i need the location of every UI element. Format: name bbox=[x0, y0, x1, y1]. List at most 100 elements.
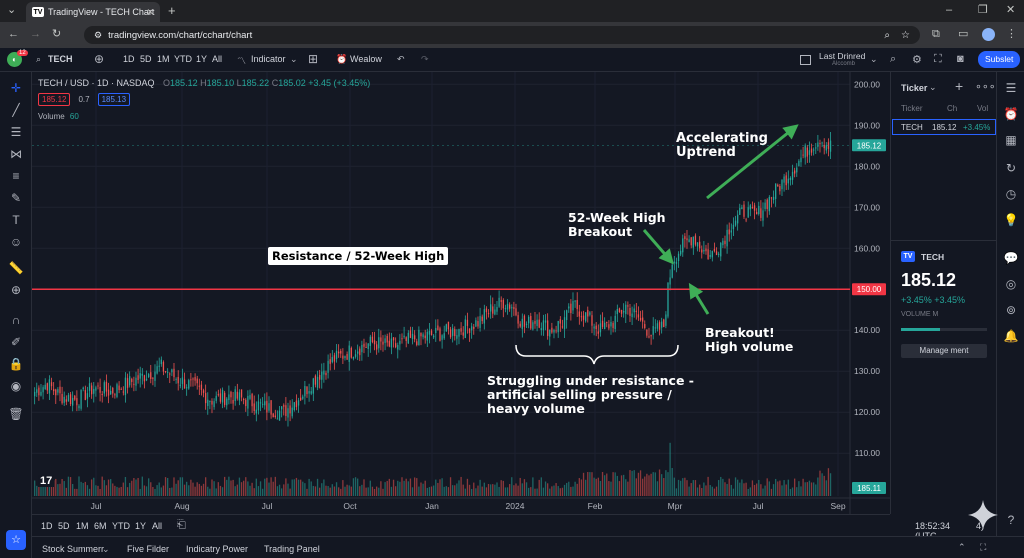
bookmark-star-icon[interactable]: ☆ bbox=[901, 29, 910, 41]
lock-drawing-icon[interactable]: ✐ bbox=[10, 335, 22, 349]
back-icon[interactable]: ← bbox=[8, 28, 19, 40]
browser-tab[interactable]: TV TradingView - TECH Chart ✕ bbox=[26, 2, 160, 22]
manage-button[interactable]: Manage ment bbox=[901, 344, 987, 358]
date-range-icon[interactable]: ⎗ bbox=[177, 519, 186, 531]
layout-name[interactable]: Last Drinred bbox=[819, 51, 866, 61]
panel-tab-stock-summary[interactable]: Stock Summerr bbox=[42, 544, 105, 554]
trash-icon[interactable]: 🗑 bbox=[8, 407, 24, 421]
close-tab-icon[interactable]: ✕ bbox=[146, 6, 154, 17]
volume-bar bbox=[568, 481, 570, 496]
zoom-icon[interactable]: ⌕ bbox=[884, 29, 890, 41]
help-icon[interactable]: ? bbox=[1007, 513, 1015, 527]
text-tool-icon[interactable]: T bbox=[12, 213, 20, 227]
ideas-bulb-icon[interactable]: 💡 bbox=[1003, 213, 1019, 227]
volume-bar bbox=[139, 488, 141, 496]
symbol-search[interactable]: TECH bbox=[48, 54, 73, 64]
restore-icon[interactable]: ❐ bbox=[978, 4, 988, 16]
close-window-icon[interactable]: ✕ bbox=[1006, 4, 1016, 16]
chart-pane[interactable]: 200.00 190.00 180.00 170.00 160.00 150.00 140.… bbox=[32, 72, 890, 514]
legend-title[interactable]: TECH / USD · 1D · NASDAQ bbox=[38, 78, 155, 88]
volume-bar bbox=[293, 479, 295, 496]
reload-icon[interactable]: ↻ bbox=[52, 28, 62, 40]
settings-gear-icon[interactable]: ⚙ bbox=[912, 54, 922, 66]
streams-icon[interactable]: ◎ bbox=[1005, 277, 1017, 291]
broadcast-icon[interactable]: ⊚ bbox=[1005, 303, 1017, 317]
hotlist-icon[interactable]: ↻ bbox=[1005, 161, 1017, 175]
panel-tab-indicatry-power[interactable]: Indicatry Power bbox=[186, 544, 249, 554]
magnet-icon[interactable]: ∩ bbox=[11, 313, 21, 327]
btf-1d[interactable]: 1D bbox=[41, 521, 53, 531]
tf-all[interactable]: All bbox=[212, 54, 223, 64]
more-icon[interactable]: ∘∘∘ bbox=[975, 81, 996, 93]
maximize-panel-icon[interactable]: ⛶ bbox=[980, 542, 987, 552]
panel-tab-trading-panel[interactable]: Trading Panel bbox=[264, 544, 320, 554]
btf-6m[interactable]: 6M bbox=[94, 521, 107, 531]
pattern-icon[interactable]: ⋈ bbox=[10, 147, 22, 161]
horizontal-lines-icon[interactable]: ☰ bbox=[10, 125, 22, 139]
btf-5d[interactable]: 5D bbox=[58, 521, 70, 531]
crosshair-icon[interactable]: ✛ bbox=[10, 81, 22, 95]
compare-symbol-icon[interactable]: ⊕ bbox=[94, 52, 105, 66]
tf-5d[interactable]: 5D bbox=[140, 54, 152, 64]
indicator-button[interactable]: Indicator bbox=[251, 54, 286, 64]
watchlist-icon[interactable]: ☰ bbox=[1005, 81, 1017, 95]
site-info-icon[interactable]: ⚙ bbox=[94, 29, 103, 40]
profile-avatar[interactable] bbox=[982, 28, 995, 41]
trend-line-icon[interactable]: ╱ bbox=[12, 103, 20, 117]
watchlist-title[interactable]: Ticker bbox=[901, 83, 928, 93]
new-tab-icon[interactable]: + bbox=[168, 3, 176, 18]
btf-1m[interactable]: 1M bbox=[76, 521, 89, 531]
calendar-icon[interactable]: ◷ bbox=[1005, 187, 1017, 201]
collapse-panel-icon[interactable]: ⌃ bbox=[958, 542, 966, 552]
btf-ytd[interactable]: YTD bbox=[112, 521, 130, 531]
alert-icon[interactable]: ⏰ bbox=[336, 54, 348, 64]
emoji-icon[interactable]: ☺ bbox=[9, 235, 23, 249]
minimize-icon[interactable]: – bbox=[946, 4, 953, 16]
tf-ytd[interactable]: YTD bbox=[174, 54, 192, 64]
url-field[interactable]: ⚙ tradingview.com/chart/cchart/chart ⌕ ☆ bbox=[84, 26, 920, 44]
chevron-down-icon[interactable]: ⌄ bbox=[290, 54, 298, 64]
camera-icon[interactable]: ◙ bbox=[957, 53, 964, 65]
redo-icon[interactable]: ↷ bbox=[421, 54, 429, 64]
chrome-menu-icon[interactable]: ⋮ bbox=[1006, 28, 1017, 40]
layout-box-icon[interactable] bbox=[800, 55, 811, 65]
chevron-down-icon[interactable]: ⌄ bbox=[7, 4, 17, 16]
volume-bar bbox=[236, 484, 238, 496]
tf-1m[interactable]: 1M bbox=[157, 54, 170, 64]
sell-button[interactable]: 185.12 bbox=[38, 93, 71, 106]
chat-icon[interactable]: 💬 bbox=[1003, 251, 1019, 265]
extensions-icon[interactable]: ⧉ bbox=[932, 28, 940, 40]
eye-icon[interactable]: ◉ bbox=[10, 379, 22, 393]
search-icon[interactable]: ⌕ bbox=[36, 54, 42, 64]
fib-icon[interactable]: ≡ bbox=[12, 169, 20, 183]
brush-icon[interactable]: ✎ bbox=[10, 191, 22, 205]
ruler-icon[interactable]: 📏 bbox=[8, 261, 24, 275]
price-chart-svg[interactable]: 200.00 190.00 180.00 170.00 160.00 150.00 140.… bbox=[32, 72, 890, 514]
panel-tab-five-filder[interactable]: Five Filder bbox=[127, 544, 170, 554]
notifications-bell-icon[interactable]: 🔔 bbox=[1003, 329, 1019, 343]
quick-search-icon[interactable]: ⌕ bbox=[890, 53, 897, 65]
chevron-down-icon[interactable]: ⌄ bbox=[102, 544, 110, 554]
tf-1y[interactable]: 1Y bbox=[196, 54, 208, 64]
fullscreen-icon[interactable]: ⛶ bbox=[934, 53, 942, 65]
publish-button[interactable]: Subslet bbox=[978, 51, 1021, 68]
buy-button[interactable]: 185.13 bbox=[97, 93, 131, 106]
add-symbol-icon[interactable]: + bbox=[955, 78, 964, 94]
sidebar-icon[interactable]: ▭ bbox=[958, 28, 969, 40]
chevron-down-icon[interactable]: ⌄ bbox=[870, 54, 878, 64]
forward-icon[interactable]: → bbox=[30, 28, 41, 40]
zoom-in-icon[interactable]: ⊕ bbox=[10, 283, 22, 297]
btf-1y[interactable]: 1Y bbox=[135, 521, 147, 531]
indicator-icon[interactable]: 〽 bbox=[237, 56, 247, 66]
favorites-star-icon[interactable]: ☆ bbox=[6, 530, 26, 550]
btf-all[interactable]: All bbox=[152, 521, 163, 531]
lock-icon[interactable]: 🔒 bbox=[8, 357, 24, 371]
layouts-grid-icon[interactable]: ⊞ bbox=[308, 52, 319, 66]
tf-1d[interactable]: 1D bbox=[123, 54, 135, 64]
alarm-clock-icon[interactable]: ⏰ bbox=[1003, 107, 1019, 121]
chevron-down-icon[interactable]: ⌄ bbox=[929, 82, 937, 92]
data-window-icon[interactable]: ▦ bbox=[1005, 133, 1017, 147]
watchlist-row[interactable]: TECH 185.12 +3.45% bbox=[892, 119, 996, 135]
alert-button[interactable]: Wealow bbox=[350, 54, 382, 64]
undo-icon[interactable]: ↶ bbox=[397, 54, 405, 64]
